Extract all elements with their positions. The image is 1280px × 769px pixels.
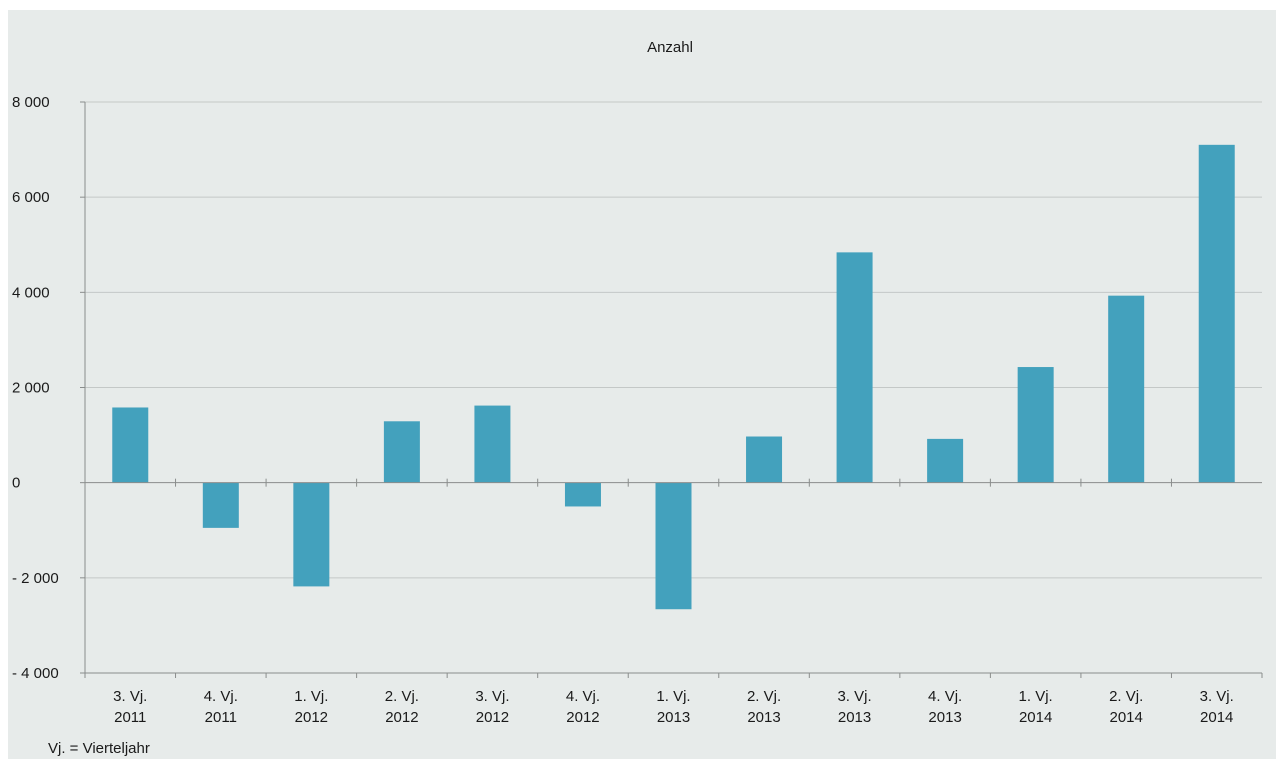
bar [474,405,511,483]
x-category-label: 4. Vj. 2011 [204,688,238,726]
bar [564,482,601,507]
x-category-label-line2: 2014 [1200,709,1233,726]
bar [655,482,692,610]
x-category-label-line2: 2012 [295,709,328,726]
x-category-label-line1: 3. Vj. [475,688,509,705]
x-category-label-line1: 3. Vj. [837,688,871,705]
x-category-label-line1: 1. Vj. [294,688,328,705]
x-category-label-line1: 4. Vj. [566,688,600,705]
x-category-label-line1: 2. Vj. [747,688,781,705]
x-category-label-line2: 2013 [838,709,871,726]
bar [293,482,330,587]
bar [1198,144,1235,483]
y-tick-label: 2 000 [12,380,50,397]
bar [202,482,239,528]
x-category-label-line2: 2011 [114,709,146,726]
x-category-label: 2. Vj. 2013 [747,688,781,726]
x-category-label-line1: 3. Vj. [1200,688,1234,705]
x-category-label: 3. Vj. 2014 [1200,688,1234,726]
bar [112,407,149,483]
y-tick-label: 6 000 [12,189,50,206]
x-category-label-line1: 4. Vj. [204,688,238,705]
bar-chart: Anzahl 8 000 6 000 4 000 2 000 0 - 2 000 - 4 0… [12,39,1263,757]
x-category-label-line2: 2014 [1110,709,1143,726]
x-category-label-line1: 4. Vj. [928,688,962,705]
y-tick-label: - 4 000 [12,665,59,682]
bar [746,436,783,483]
x-category-label-line2: 2011 [205,709,237,726]
x-category-label-line2: 2012 [385,709,418,726]
x-category-label-line2: 2014 [1019,709,1052,726]
x-category-label-line1: 2. Vj. [385,688,419,705]
y-tick-label: - 2 000 [12,570,59,587]
y-tick-label: 4 000 [12,284,50,301]
x-category-label: 1. Vj. 2014 [1019,688,1053,726]
bar [1017,367,1054,483]
x-category-label-line2: 2013 [928,709,961,726]
bar [836,252,873,483]
x-category-label-line2: 2013 [747,709,780,726]
x-category-label: 3. Vj. 2012 [475,688,509,726]
x-category-label: 1. Vj. 2012 [294,688,328,726]
bar [383,421,420,483]
x-category-label: 3. Vj. 2013 [837,688,871,726]
x-category-label-line1: 2. Vj. [1109,688,1143,705]
x-category-label: 2. Vj. 2012 [385,688,419,726]
chart-note: Vj. = Vierteljahr [48,740,150,757]
y-tick-label: 8 000 [12,94,50,111]
x-category-label-line1: 3. Vj. [113,688,147,705]
axis-labels: 8 000 6 000 4 000 2 000 0 - 2 000 - 4 000 3. Vj… [12,94,1234,726]
axes [80,101,1263,678]
x-category-label: 4. Vj. 2012 [566,688,600,726]
bars [112,144,1235,610]
x-category-label-line2: 2012 [476,709,509,726]
x-category-label: 2. Vj. 2014 [1109,688,1143,726]
y-tick-label: 0 [12,475,20,492]
x-category-label-line1: 1. Vj. [656,688,690,705]
x-category-label-line2: 2012 [566,709,599,726]
x-category-label-line2: 2013 [657,709,690,726]
x-category-label: 1. Vj. 2013 [656,688,690,726]
x-category-label: 4. Vj. 2013 [928,688,962,726]
chart-panel: Anzahl 8 000 6 000 4 000 2 000 0 - 2 000 - 4 0… [8,10,1276,759]
x-category-label: 3. Vj. 2011 [113,688,147,726]
chart-title: Anzahl [647,39,693,56]
x-category-label-line1: 1. Vj. [1019,688,1053,705]
bar [927,438,964,483]
bar [1108,295,1145,483]
